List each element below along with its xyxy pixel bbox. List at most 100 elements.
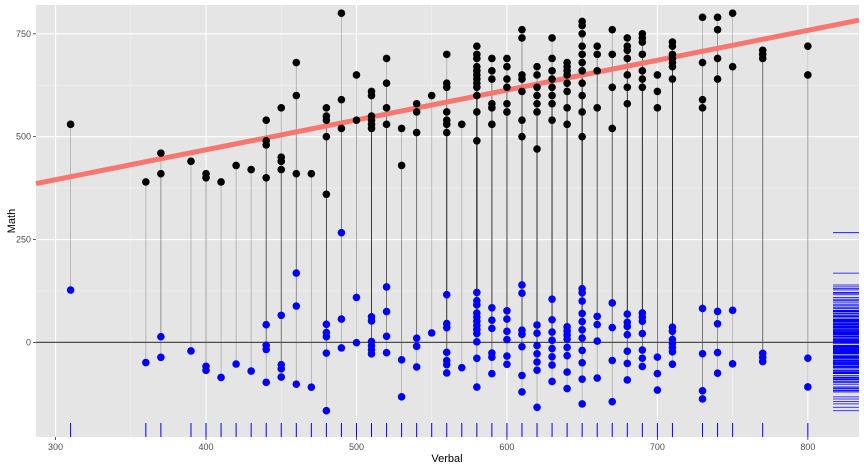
residual-point: [533, 349, 541, 358]
x-tick-label: 300: [48, 442, 63, 452]
residual-point: [578, 297, 586, 305]
residual-point: [804, 383, 812, 391]
residual-point: [518, 326, 526, 335]
observed-point: [382, 120, 391, 129]
residual-point: [638, 329, 647, 338]
residual-point: [503, 306, 511, 315]
residual-point: [457, 363, 466, 372]
observed-point: [653, 87, 662, 96]
observed-point: [548, 91, 556, 100]
residual-point: [442, 369, 451, 377]
residual-point: [352, 293, 361, 302]
residual-point: [503, 315, 511, 323]
residual-point: [427, 329, 436, 337]
observed-point: [533, 62, 541, 71]
residual-point: [473, 288, 481, 297]
observed-point: [533, 91, 541, 100]
residual-point: [623, 376, 632, 384]
observed-point: [322, 132, 331, 141]
residual-point: [247, 367, 255, 375]
residual-point: [698, 386, 707, 395]
residual-point: [337, 228, 346, 237]
observed-point: [623, 42, 632, 50]
residual-point: [804, 354, 812, 362]
residual-point: [337, 344, 346, 352]
observed-point: [623, 83, 632, 92]
observed-point: [728, 62, 737, 71]
residual-point: [412, 334, 421, 342]
y-axis-title: Math: [6, 209, 18, 233]
residual-point: [623, 359, 632, 368]
residual-point: [202, 362, 210, 371]
residual-point: [533, 321, 541, 329]
residual-point: [578, 346, 586, 355]
observed-point: [548, 99, 556, 108]
residual-point: [578, 375, 586, 384]
residual-point: [638, 346, 647, 354]
residual-point: [262, 320, 270, 329]
residual-point: [668, 335, 677, 344]
residual-point: [578, 334, 586, 342]
observed-point: [623, 99, 632, 108]
residual-point: [473, 383, 481, 391]
observed-point: [307, 169, 316, 178]
residual-point: [698, 304, 707, 313]
observed-point: [442, 79, 451, 87]
residual-point: [533, 366, 541, 375]
observed-point: [623, 54, 632, 63]
observed-point: [713, 54, 722, 63]
observed-point: [142, 178, 150, 186]
residual-point: [352, 338, 361, 347]
observed-point: [412, 108, 421, 116]
y-tick-label: 250: [16, 235, 31, 245]
observed-point: [262, 136, 270, 145]
residual-point: [578, 284, 586, 293]
x-tick-label: 400: [199, 442, 214, 452]
observed-point: [548, 116, 556, 124]
residual-point: [292, 302, 301, 310]
observed-point: [578, 79, 586, 87]
observed-point: [503, 108, 511, 116]
observed-point: [623, 71, 632, 79]
rug-marks: [70, 232, 859, 437]
residual-point: [653, 386, 662, 394]
observed-point: [473, 108, 481, 116]
residual-point: [578, 326, 586, 334]
residual-point: [548, 328, 556, 336]
observed-point: [352, 71, 361, 79]
observed-point: [292, 169, 301, 178]
observed-point: [593, 104, 602, 112]
residual-point: [548, 352, 556, 361]
observed-point: [533, 71, 541, 79]
observed-point: [578, 30, 586, 38]
observed-point: [608, 83, 617, 92]
observed-point: [473, 62, 481, 71]
residual-point: [518, 289, 526, 298]
residual-point: [728, 306, 737, 315]
observed-point: [503, 75, 511, 83]
residual-point: [503, 360, 511, 369]
observed-point: [473, 42, 481, 50]
observed-point: [322, 112, 331, 120]
observed-point: [548, 67, 556, 75]
residual-point: [382, 283, 391, 291]
observed-point: [292, 91, 301, 100]
residual-point: [548, 315, 556, 324]
observed-point: [473, 91, 481, 100]
x-axis-title: Verbal: [431, 453, 462, 465]
residual-point: [638, 309, 647, 317]
observed-point: [578, 17, 586, 26]
residual-point: [638, 354, 647, 363]
residual-point: [593, 337, 602, 345]
residual-point: [367, 313, 376, 321]
residual-point: [623, 347, 632, 355]
residual-point: [382, 332, 391, 341]
observed-point: [397, 124, 406, 133]
observed-point: [397, 161, 406, 170]
residual-point: [488, 316, 496, 324]
observed-point: [563, 104, 571, 112]
observed-point: [488, 75, 496, 83]
residual-point: [653, 353, 662, 361]
residual-point: [593, 320, 602, 329]
residual-point: [322, 349, 331, 357]
